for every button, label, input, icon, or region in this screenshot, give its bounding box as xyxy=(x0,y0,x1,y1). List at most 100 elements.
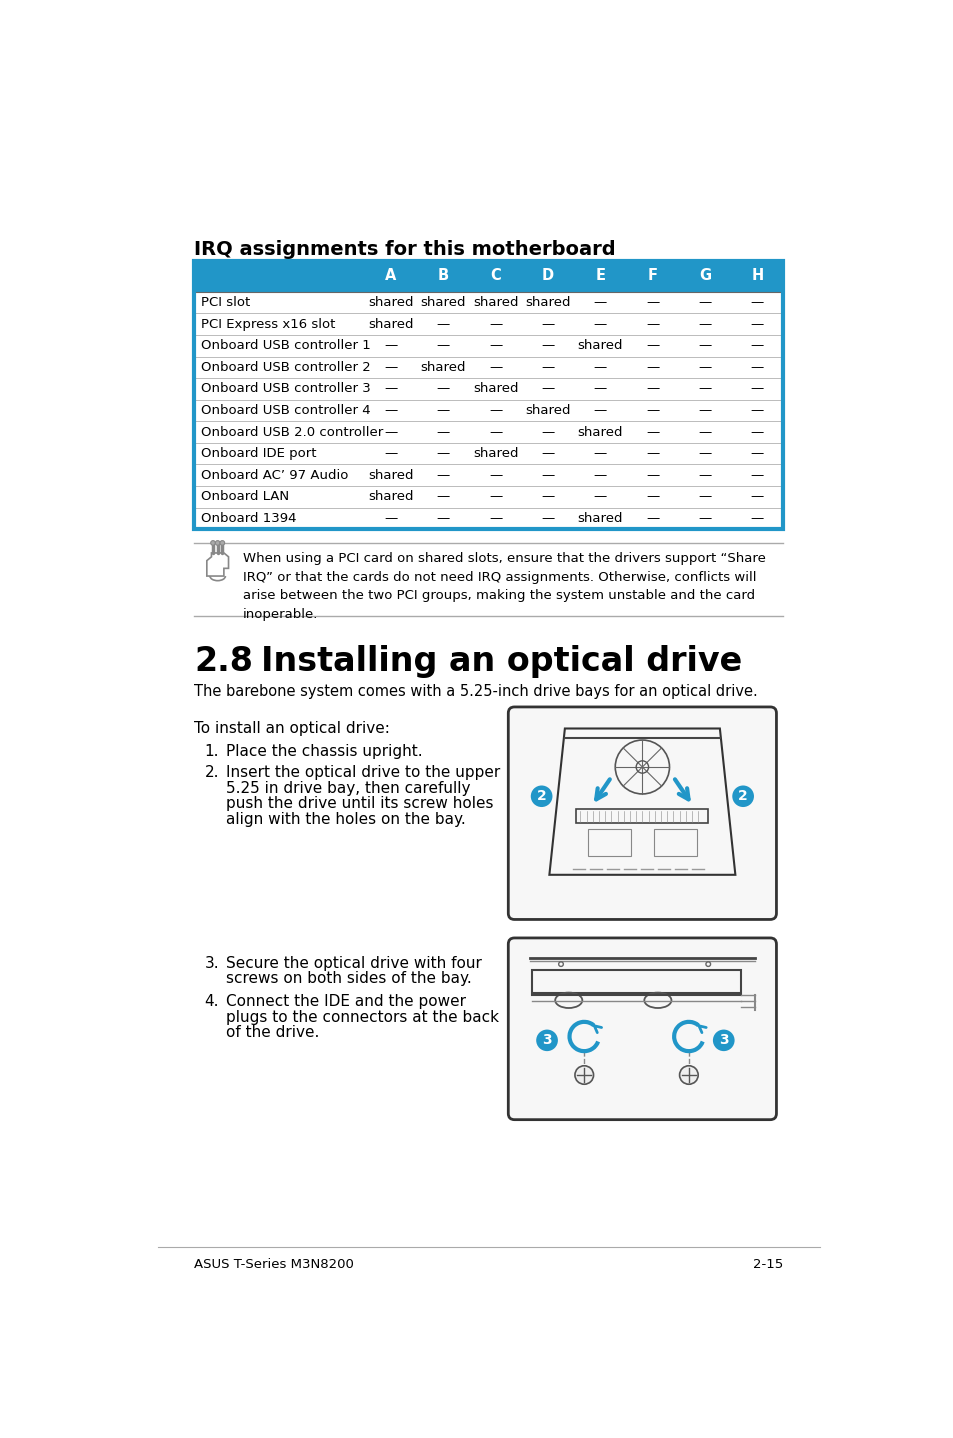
Text: —: — xyxy=(698,296,711,309)
Text: —: — xyxy=(645,426,659,439)
Circle shape xyxy=(530,785,552,807)
Text: —: — xyxy=(698,339,711,352)
Circle shape xyxy=(211,541,215,545)
Text: —: — xyxy=(750,469,763,482)
Text: —: — xyxy=(698,490,711,503)
Bar xyxy=(587,828,630,856)
Text: shared: shared xyxy=(368,296,414,309)
Text: —: — xyxy=(436,318,450,331)
Text: Onboard LAN: Onboard LAN xyxy=(200,490,289,503)
Bar xyxy=(576,810,707,823)
Text: —: — xyxy=(384,426,397,439)
Text: align with the holes on the bay.: align with the holes on the bay. xyxy=(226,811,465,827)
Text: —: — xyxy=(436,404,450,417)
Text: —: — xyxy=(645,404,659,417)
Text: Onboard USB controller 1: Onboard USB controller 1 xyxy=(200,339,370,352)
Text: —: — xyxy=(540,490,554,503)
Text: 2: 2 xyxy=(537,789,546,804)
Text: —: — xyxy=(645,469,659,482)
Text: —: — xyxy=(593,404,606,417)
Bar xyxy=(194,262,782,529)
Text: Connect the IDE and the power: Connect the IDE and the power xyxy=(226,994,466,1009)
Text: shared: shared xyxy=(368,318,414,331)
Text: B: B xyxy=(437,269,449,283)
Text: When using a PCI card on shared slots, ensure that the drivers support “Share
IR: When using a PCI card on shared slots, e… xyxy=(243,552,765,621)
Text: shared: shared xyxy=(577,339,622,352)
Text: Installing an optical drive: Installing an optical drive xyxy=(261,646,741,679)
Text: PCI Express x16 slot: PCI Express x16 slot xyxy=(200,318,335,331)
Text: PCI slot: PCI slot xyxy=(200,296,250,309)
Text: 2.: 2. xyxy=(204,765,219,781)
Text: —: — xyxy=(593,361,606,374)
Text: Onboard USB controller 2: Onboard USB controller 2 xyxy=(200,361,370,374)
Text: shared: shared xyxy=(525,296,570,309)
Text: —: — xyxy=(593,383,606,395)
Bar xyxy=(194,486,782,508)
Text: shared: shared xyxy=(368,469,414,482)
Text: —: — xyxy=(436,512,450,525)
Text: —: — xyxy=(384,339,397,352)
Text: —: — xyxy=(645,383,659,395)
Bar xyxy=(194,421,782,443)
Text: —: — xyxy=(540,339,554,352)
Bar xyxy=(194,508,782,529)
Text: —: — xyxy=(698,447,711,460)
Text: —: — xyxy=(384,404,397,417)
Text: —: — xyxy=(645,296,659,309)
Text: Onboard IDE port: Onboard IDE port xyxy=(200,447,315,460)
Text: Insert the optical drive to the upper: Insert the optical drive to the upper xyxy=(226,765,500,781)
Text: —: — xyxy=(489,490,502,503)
Text: shared: shared xyxy=(420,361,466,374)
Text: —: — xyxy=(593,490,606,503)
Text: 3.: 3. xyxy=(204,956,219,971)
Text: —: — xyxy=(698,404,711,417)
Text: To install an optical drive:: To install an optical drive: xyxy=(194,720,390,736)
Text: —: — xyxy=(384,512,397,525)
Circle shape xyxy=(732,785,753,807)
Text: —: — xyxy=(384,361,397,374)
Text: shared: shared xyxy=(577,512,622,525)
Text: shared: shared xyxy=(577,426,622,439)
Text: 2.8: 2.8 xyxy=(194,646,253,679)
Text: D: D xyxy=(541,269,554,283)
Text: —: — xyxy=(750,426,763,439)
Text: 3: 3 xyxy=(541,1034,551,1047)
Text: —: — xyxy=(750,318,763,331)
Text: —: — xyxy=(489,426,502,439)
Text: —: — xyxy=(698,383,711,395)
Text: —: — xyxy=(750,447,763,460)
Text: —: — xyxy=(645,339,659,352)
Text: —: — xyxy=(750,296,763,309)
Text: H: H xyxy=(750,269,762,283)
Text: —: — xyxy=(698,318,711,331)
Bar xyxy=(194,400,782,421)
Text: —: — xyxy=(750,404,763,417)
Text: —: — xyxy=(489,339,502,352)
Circle shape xyxy=(575,1066,593,1084)
Text: screws on both sides of the bay.: screws on both sides of the bay. xyxy=(226,971,472,986)
Text: —: — xyxy=(540,426,554,439)
Text: Secure the optical drive with four: Secure the optical drive with four xyxy=(226,956,481,971)
Circle shape xyxy=(679,1066,698,1084)
Text: —: — xyxy=(489,469,502,482)
Text: 5.25 in drive bay, then carefully: 5.25 in drive bay, then carefully xyxy=(226,781,470,795)
Bar xyxy=(194,378,782,400)
Text: —: — xyxy=(384,447,397,460)
Text: 1.: 1. xyxy=(204,743,219,759)
Text: —: — xyxy=(436,469,450,482)
FancyBboxPatch shape xyxy=(508,938,776,1120)
Text: —: — xyxy=(384,383,397,395)
Text: Onboard AC’ 97 Audio: Onboard AC’ 97 Audio xyxy=(200,469,348,482)
Text: ASUS T-Series M3N8200: ASUS T-Series M3N8200 xyxy=(194,1258,354,1271)
Text: —: — xyxy=(436,339,450,352)
Text: C: C xyxy=(490,269,500,283)
Text: 4.: 4. xyxy=(204,994,219,1009)
Text: —: — xyxy=(540,318,554,331)
Text: shared: shared xyxy=(368,490,414,503)
Text: —: — xyxy=(698,361,711,374)
Bar xyxy=(194,443,782,464)
Bar xyxy=(194,335,782,357)
Text: shared: shared xyxy=(473,447,517,460)
Text: —: — xyxy=(593,318,606,331)
Text: —: — xyxy=(489,404,502,417)
